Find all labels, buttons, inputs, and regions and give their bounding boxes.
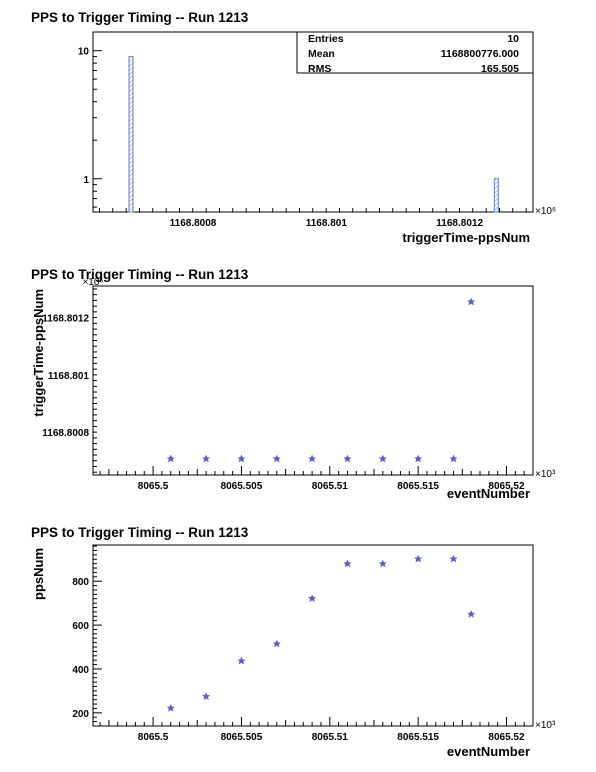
- x-tick-label: 8065.5: [138, 481, 169, 492]
- x-tick-label: 8065.52: [488, 481, 525, 492]
- marker-shape: [449, 554, 458, 563]
- stats-label: Entries: [308, 33, 344, 45]
- data-point: [272, 454, 281, 463]
- data-point: [343, 454, 352, 463]
- x-axis-multiplier: ×10⁶: [535, 206, 556, 217]
- data-point: [272, 639, 281, 648]
- marker-shape: [272, 639, 281, 648]
- x-tick-label: 8065.51: [312, 732, 349, 743]
- chart-panel-1: PPS to Trigger Timing -- Run 1213 1168.80…: [31, 10, 556, 245]
- marker-shape: [307, 594, 317, 603]
- plot-frame: [92, 544, 534, 727]
- x-tick-label: 8065.515: [397, 481, 439, 492]
- data-point: [449, 454, 458, 463]
- marker-shape: [378, 559, 387, 568]
- stats-value: 10: [507, 33, 519, 45]
- data-point: [343, 559, 352, 568]
- chart-panel-2: PPS to Trigger Timing -- Run 1213 8065.5 8…: [31, 267, 556, 501]
- chart-panel-3: PPS to Trigger Timing -- Run 1213 8065.5 8…: [31, 525, 556, 759]
- y-axis-multiplier: ×10⁶: [82, 277, 103, 288]
- data-point: [466, 609, 476, 618]
- x-tick-label: 1168.801: [306, 218, 348, 229]
- chart-title: PPS to Trigger Timing -- Run 1213: [31, 10, 249, 25]
- x-axis-label: eventNumber: [447, 744, 530, 759]
- marker-shape: [307, 454, 317, 463]
- x-tick-label: 8065.52: [488, 732, 525, 743]
- chart-title: PPS to Trigger Timing -- Run 1213: [31, 267, 249, 282]
- x-tick-label: 8065.505: [221, 732, 263, 743]
- data-point: [237, 656, 246, 665]
- data-point: [449, 554, 458, 563]
- x-axis-multiplier: ×10³: [535, 469, 556, 480]
- y-axis-label: ppsNum: [31, 548, 46, 600]
- marker-shape: [466, 609, 476, 618]
- histogram-bar: [493, 178, 499, 213]
- x-tick-label: 1168.8012: [436, 218, 483, 229]
- marker-shape: [413, 454, 423, 463]
- x-tick-label: 8065.505: [221, 481, 263, 492]
- stats-box: [296, 31, 534, 74]
- y-tick-label: 200: [72, 709, 89, 720]
- marker-shape: [413, 554, 423, 563]
- x-axis-label: eventNumber: [447, 486, 530, 501]
- marker-shape: [166, 703, 175, 712]
- data-point: [378, 454, 387, 463]
- y-tick-label: 1168.8008: [42, 428, 89, 439]
- data-point: [201, 692, 211, 701]
- plot-frame: [92, 285, 534, 476]
- data-point: [378, 559, 387, 568]
- x-tick-label: 8065.5: [138, 732, 169, 743]
- marker-shape: [466, 297, 476, 306]
- stats-value: 165.505: [481, 63, 519, 75]
- data-point: [413, 554, 423, 563]
- data-point: [201, 454, 211, 463]
- marker-shape: [343, 559, 352, 568]
- y-tick-label: 400: [72, 665, 89, 676]
- data-point: [466, 297, 476, 306]
- data-point: [166, 454, 175, 463]
- x-tick-label: 8065.51: [312, 481, 349, 492]
- data-point: [166, 703, 175, 712]
- marker-shape: [272, 454, 281, 463]
- marker-shape: [166, 454, 175, 463]
- data-point: [307, 594, 317, 603]
- marker-shape: [237, 454, 246, 463]
- stats-label: Mean: [308, 48, 335, 60]
- marker-shape: [201, 692, 211, 701]
- marker-shape: [343, 454, 352, 463]
- y-axis-label: triggerTime-ppsNum: [31, 289, 46, 417]
- y-tick-label: 600: [72, 621, 89, 632]
- y-tick-label: 10: [78, 47, 90, 58]
- marker-shape: [237, 656, 246, 665]
- x-tick-label: 8065.515: [397, 732, 439, 743]
- y-tick-label: 1168.8012: [42, 314, 89, 325]
- x-axis-label: triggerTime-ppsNum: [402, 230, 530, 245]
- stats-value: 1168800776.000: [441, 48, 519, 60]
- histogram-bar: [128, 55, 134, 213]
- data-point: [307, 454, 317, 463]
- marker-shape: [378, 454, 387, 463]
- chart-title: PPS to Trigger Timing -- Run 1213: [31, 525, 249, 540]
- data-point: [237, 454, 246, 463]
- y-tick-label: 1: [83, 175, 89, 186]
- marker-shape: [449, 454, 458, 463]
- stats-label: RMS: [308, 63, 331, 75]
- y-tick-label: 1168.801: [48, 371, 90, 382]
- y-tick-label: 800: [72, 577, 89, 588]
- x-tick-label: 1168.8008: [170, 218, 217, 229]
- x-axis-multiplier: ×10³: [535, 720, 556, 731]
- marker-shape: [201, 454, 211, 463]
- data-point: [413, 454, 423, 463]
